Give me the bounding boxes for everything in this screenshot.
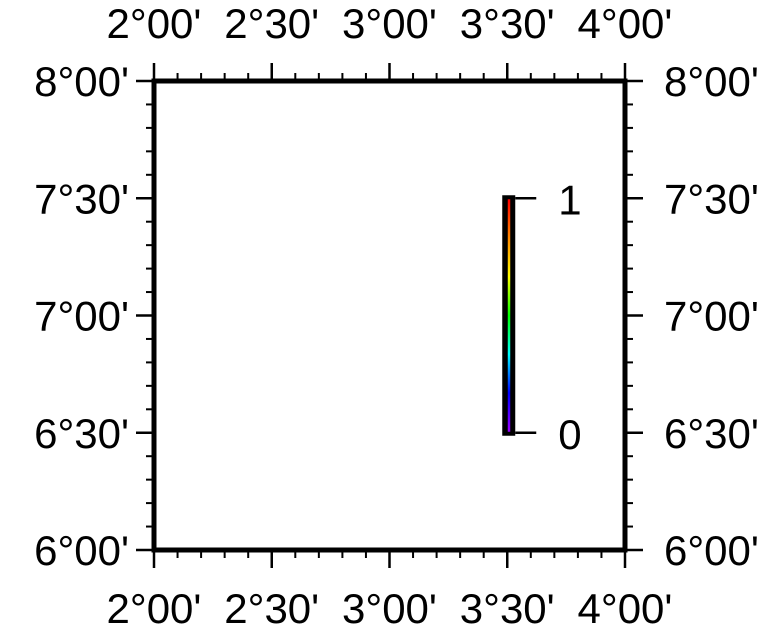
y-tick-label: 8°00'	[664, 58, 759, 105]
colorbar-labels: 01	[558, 176, 581, 458]
x-tick-label: 3°30'	[460, 585, 555, 631]
x-tick-label: 2°00'	[107, 0, 202, 47]
x-tick-label: 2°00'	[107, 585, 202, 631]
y-tick-label: 6°00'	[34, 527, 129, 574]
y-tick-label: 7°30'	[34, 175, 129, 222]
colorbar: 01	[502, 176, 582, 458]
y-tick-label: 8°00'	[34, 58, 129, 105]
colorbar-ticks	[515, 197, 537, 434]
x-labels-top: 2°00' 2°30' 3°00' 3°30' 4°00'	[107, 0, 673, 47]
y-labels-right: 8°00' 7°30' 7°00' 6°30' 6°00'	[664, 58, 759, 574]
colorbar-gradient	[507, 199, 511, 432]
y-labels-left: 8°00' 7°30' 7°00' 6°30' 6°00'	[34, 58, 129, 574]
x-tick-label: 3°00'	[342, 0, 437, 47]
x-tick-label: 3°00'	[342, 585, 437, 631]
colorbar-tick-label: 0	[558, 411, 581, 458]
x-tick-label: 2°30'	[224, 585, 319, 631]
x-tick-label: 3°30'	[460, 0, 555, 47]
y-tick-label: 7°30'	[664, 175, 759, 222]
x-tick-label: 4°00'	[578, 585, 673, 631]
map-frame	[151, 78, 628, 553]
y-tick-label: 7°00'	[34, 293, 129, 340]
x-tick-label: 2°30'	[224, 0, 319, 47]
major-ticks	[136, 63, 643, 568]
x-labels-bottom: 2°00' 2°30' 3°00' 3°30' 4°00'	[107, 585, 673, 631]
colorbar-tick-label: 1	[558, 176, 581, 223]
y-tick-label: 6°00'	[664, 527, 759, 574]
y-tick-label: 6°30'	[664, 410, 759, 457]
y-tick-label: 7°00'	[664, 293, 759, 340]
y-tick-label: 6°30'	[34, 410, 129, 457]
x-tick-label: 4°00'	[578, 0, 673, 47]
